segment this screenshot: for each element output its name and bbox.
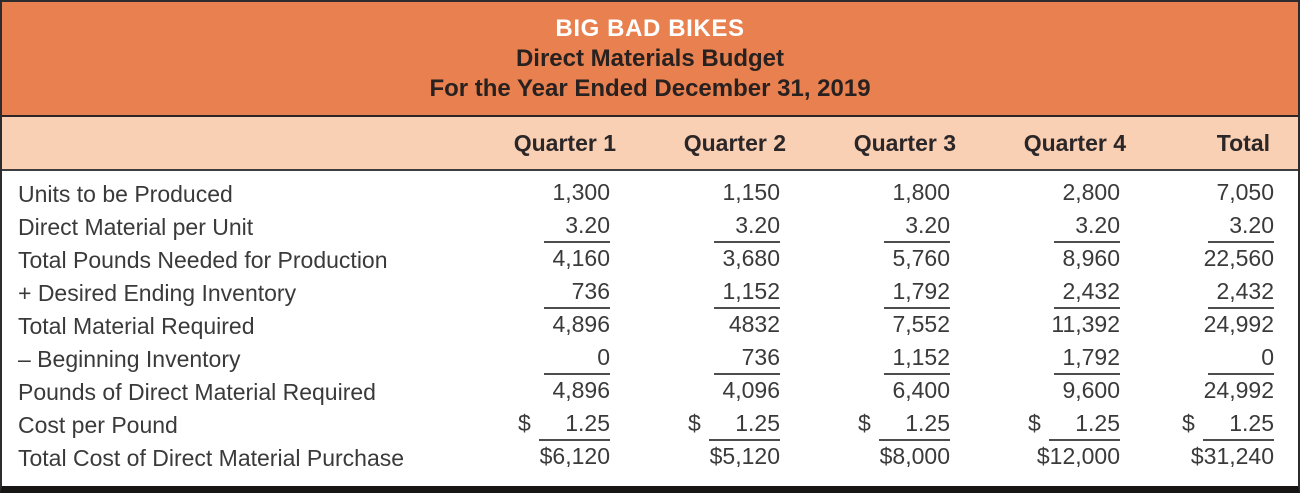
value-cell: 6,400: [892, 377, 950, 403]
dollar-sign: $: [518, 410, 531, 436]
column-header-quarter-3: Quarter 3: [853, 129, 956, 156]
value-cell: 22,560: [1203, 245, 1274, 271]
value-cell: 3.20: [788, 212, 958, 243]
column-header-quarter-2: Quarter 2: [683, 129, 786, 156]
table-body: Units to be Produced 1,300 1,150 1,800 2…: [2, 171, 1298, 475]
dollar-sign: $: [688, 410, 701, 436]
value-cell: 24,992: [1203, 377, 1274, 403]
value-cell: 7,552: [892, 311, 950, 337]
value-cell: 1,792: [788, 278, 958, 309]
table-row: Total Pounds Needed for Production 4,160…: [2, 244, 1298, 277]
value-cell: 736: [618, 344, 788, 375]
company-name: BIG BAD BIKES: [555, 15, 745, 42]
row-label: Total Material Required: [18, 313, 255, 339]
value-cell: 9,600: [1062, 377, 1120, 403]
value-cell: $1.25: [618, 410, 788, 441]
value-cell: 3.20: [448, 212, 618, 243]
row-label: Total Pounds Needed for Production: [18, 247, 388, 273]
column-header-total: Total: [1216, 129, 1270, 156]
table-row: – Beginning Inventory 0 736 1,152 1,792 …: [2, 343, 1298, 376]
report-title: Direct Materials Budget: [515, 45, 785, 72]
table-row: Total Material Required 4,896 4832 7,552…: [2, 310, 1298, 343]
table-row: Direct Material per Unit 3.20 3.20 3.20 …: [2, 211, 1298, 244]
table-row: Pounds of Direct Material Required 4,896…: [2, 376, 1298, 409]
column-header-quarter-4: Quarter 4: [1023, 129, 1126, 156]
table-title-band: BIG BAD BIKES Direct Materials Budget Fo…: [2, 2, 1298, 117]
value-cell: $1.25: [958, 410, 1128, 441]
value-cell: 3.20: [1128, 212, 1298, 243]
value-cell: 1,152: [788, 344, 958, 375]
value-cell: $6,120: [539, 443, 610, 469]
value-cell: 5,760: [892, 245, 950, 271]
value-cell: $12,000: [1036, 443, 1120, 469]
value-cell: $31,240: [1190, 443, 1274, 469]
value-cell: 4,160: [552, 245, 610, 271]
column-header-row: Quarter 1 Quarter 2 Quarter 3 Quarter 4 …: [2, 117, 1298, 169]
value-cell: $1.25: [448, 410, 618, 441]
row-label: Pounds of Direct Material Required: [18, 379, 376, 405]
table-row: + Desired Ending Inventory 736 1,152 1,7…: [2, 277, 1298, 310]
value-cell: 0: [448, 344, 618, 375]
dollar-sign: $: [1182, 410, 1195, 436]
value-cell: 11,392: [1051, 311, 1120, 337]
value-cell: $5,120: [709, 443, 780, 469]
table-row: Cost per Pound $1.25 $1.25 $1.25 $1.25 $…: [2, 409, 1298, 442]
row-label: Cost per Pound: [18, 412, 178, 438]
table-row: Total Cost of Direct Material Purchase $…: [2, 442, 1298, 475]
value-cell: 0: [1128, 344, 1298, 375]
row-label: Total Cost of Direct Material Purchase: [18, 445, 405, 471]
value-cell: 4,096: [722, 377, 780, 403]
value-cell: 1,150: [722, 179, 780, 205]
value-cell: 8,960: [1062, 245, 1120, 271]
row-label: Direct Material per Unit: [18, 214, 254, 240]
value-cell: $1.25: [788, 410, 958, 441]
value-cell: 3.20: [618, 212, 788, 243]
value-cell: 2,432: [1128, 278, 1298, 309]
value-cell: 2,432: [958, 278, 1128, 309]
row-label: + Desired Ending Inventory: [18, 280, 297, 306]
dollar-sign: $: [1028, 410, 1041, 436]
value-cell: 736: [448, 278, 618, 309]
column-header-band: Quarter 1 Quarter 2 Quarter 3 Quarter 4 …: [2, 117, 1298, 171]
value-cell: 4,896: [552, 377, 610, 403]
value-cell: 3,680: [722, 245, 780, 271]
column-header-quarter-1: Quarter 1: [513, 129, 616, 156]
report-period: For the Year Ended December 31, 2019: [429, 75, 871, 102]
dollar-sign: $: [858, 410, 871, 436]
row-label: – Beginning Inventory: [18, 346, 241, 372]
value-cell: 4832: [728, 311, 780, 337]
value-cell: 3.20: [958, 212, 1128, 243]
row-label: Units to be Produced: [18, 181, 233, 207]
value-cell: 24,992: [1203, 311, 1274, 337]
value-cell: $8,000: [879, 443, 950, 469]
value-cell: 1,792: [958, 344, 1128, 375]
value-cell: 1,300: [552, 179, 610, 205]
value-cell: 1,152: [618, 278, 788, 309]
table-row: Units to be Produced 1,300 1,150 1,800 2…: [2, 178, 1298, 211]
value-cell: 2,800: [1062, 179, 1120, 205]
value-cell: 7,050: [1216, 179, 1274, 205]
value-cell: 1,800: [892, 179, 950, 205]
value-cell: 4,896: [552, 311, 610, 337]
value-cell: $1.25: [1128, 410, 1298, 441]
